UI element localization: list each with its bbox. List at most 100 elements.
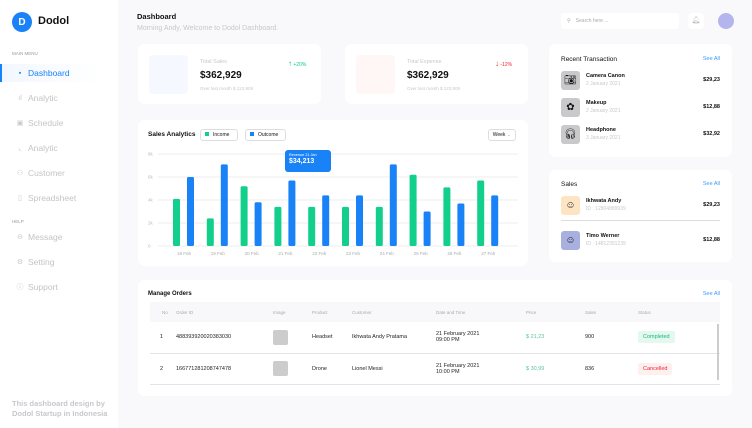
bar-income[interactable] xyxy=(206,218,214,246)
table-row[interactable]: 2 166771281208747478 Drone Lionel Messi 21 F… xyxy=(150,353,720,385)
page-title: Dashboard xyxy=(137,12,177,21)
x-tick-label: 25 Feb xyxy=(414,251,429,256)
bar-outcome[interactable] xyxy=(220,164,228,246)
legend-swatch xyxy=(205,132,209,136)
column-header: Date and Time xyxy=(436,302,526,322)
x-tick-label: 26 Feb xyxy=(447,251,462,256)
stat-sub: Over last month $ 123,909 xyxy=(407,86,461,91)
bar-outcome[interactable] xyxy=(322,195,330,246)
recent-transaction-card: Recent Transaction See All 📷︎ Camera Cano… xyxy=(549,44,732,157)
period-select[interactable]: Week ⌄ xyxy=(487,129,516,141)
gear-icon: ⚙ xyxy=(16,259,24,266)
sidebar-item-setting[interactable]: ⚙ Setting xyxy=(16,257,55,267)
sales-item[interactable]: ☺ Timo Werner ID : 14812391239 $12,88 xyxy=(561,231,720,251)
bar-income[interactable] xyxy=(443,187,451,246)
arrow-down-icon: ↓ xyxy=(495,59,499,68)
bar-chart-icon: ıl xyxy=(18,94,22,102)
column-header: Price xyxy=(526,302,585,322)
x-tick-label: 18 Feb xyxy=(177,251,192,256)
stat-icon-box xyxy=(356,55,395,94)
x-tick-label: 22 Feb xyxy=(312,251,327,256)
bell-icon[interactable]: 🔔︎ xyxy=(688,13,704,29)
chart-tooltip: Revenue 21 Jan $34,213 xyxy=(285,150,331,172)
bar-income[interactable] xyxy=(173,198,180,246)
calendar-edit-icon: ▣ xyxy=(16,120,24,127)
stat-change: ↑ +20% xyxy=(288,59,307,68)
welcome-text: Morning Andy, Welcome to Dodol Dashboard… xyxy=(137,25,279,32)
search-input[interactable]: ⚲ Search here ... xyxy=(561,13,679,29)
sidebar-item-analytic[interactable]: ⌞ Analytic xyxy=(0,139,100,157)
bar-outcome[interactable] xyxy=(457,203,465,246)
sidebar: D Dodol MAIN MENU ▪ Dashboard ıl Analytic ▣ S… xyxy=(0,0,118,428)
avatar: ☺ xyxy=(561,196,580,215)
bar-income[interactable] xyxy=(477,180,485,246)
sales-card: Sales See All ☺ Ikhwata Andy ID : 12804889… xyxy=(549,170,732,262)
stat-card-0: Total Sales $362,929 Over last month $ 1… xyxy=(138,44,321,104)
sidebar-item-message[interactable]: ⊖ Message xyxy=(17,232,63,242)
sidebar-item-analytic[interactable]: ıl Analytic xyxy=(0,89,100,107)
recent-title: Recent Transaction xyxy=(561,56,618,63)
bar-outcome[interactable] xyxy=(356,195,363,246)
scrollbar[interactable] xyxy=(717,324,719,380)
legend-income[interactable]: Income xyxy=(200,129,238,141)
stat-sub: Over last month $ 123,909 xyxy=(200,86,254,91)
stat-label: Total Sales xyxy=(200,59,227,65)
bar-outcome[interactable] xyxy=(423,211,431,247)
camera-icon: 📷︎ xyxy=(561,71,580,90)
bar-outcome[interactable] xyxy=(187,177,194,246)
legend-outcome[interactable]: Outcome xyxy=(245,129,286,141)
orders-see-all-link[interactable]: See All xyxy=(702,291,720,297)
column-header: Customer xyxy=(352,302,436,322)
column-header: Image xyxy=(273,302,312,322)
makeup-icon: ✿ xyxy=(561,98,580,117)
x-tick-label: 20 Feb xyxy=(245,251,260,256)
search-icon: ⚲ xyxy=(567,18,571,24)
legend-swatch xyxy=(250,132,254,136)
chevron-down-icon: ⌄ xyxy=(506,132,511,138)
users-icon: ⚇ xyxy=(16,170,24,177)
bar-outcome[interactable] xyxy=(389,164,397,246)
grid-icon: ▪ xyxy=(18,69,22,77)
column-header: Product xyxy=(312,302,352,322)
bar-outcome[interactable] xyxy=(254,202,262,246)
orders-table: No Order ID Image Product Customer Date and T… xyxy=(150,302,720,385)
sales-title: Sales xyxy=(561,181,578,188)
avatar[interactable] xyxy=(718,13,734,29)
sidebar-item-spreadsheet[interactable]: ▯ Spreadsheet xyxy=(0,189,100,207)
transaction-item[interactable]: 📷︎ Camera Canon 2 January 2021 $29,23 xyxy=(561,71,720,91)
message-icon: ⊖ xyxy=(17,234,23,241)
sidebar-item-customer[interactable]: ⚇ Customer xyxy=(16,168,65,178)
stat-card-1: Total Expense $362,929 Over last month $… xyxy=(345,44,528,104)
sidebar-item-schedule[interactable]: ▣ Schedule xyxy=(16,118,64,128)
y-tick-label: 2k xyxy=(148,221,154,226)
product-image xyxy=(273,361,288,376)
sidebar-item-support[interactable]: ⓘ Support xyxy=(16,282,58,292)
recent-see-all-link[interactable]: See All xyxy=(702,56,720,62)
help-label: HELP xyxy=(12,219,24,224)
bar-outcome[interactable] xyxy=(288,180,296,246)
sidebar-item-dashboard[interactable]: ▪ Dashboard xyxy=(0,64,100,82)
column-header: No xyxy=(150,302,176,322)
bar-outcome[interactable] xyxy=(491,195,499,246)
y-tick-label: 8k xyxy=(148,152,154,157)
status-badge: Completed xyxy=(638,331,675,344)
column-header: Sales xyxy=(585,302,638,322)
bar-income[interactable] xyxy=(308,206,316,246)
bar-income[interactable] xyxy=(375,206,383,246)
sales-see-all-link[interactable]: See All xyxy=(702,181,720,187)
bar-income[interactable] xyxy=(274,206,282,246)
x-tick-label: 24 Feb xyxy=(380,251,395,256)
orders-title: Manage Orders xyxy=(148,291,192,297)
manage-orders-card: Manage Orders See All No Order ID Image Pro… xyxy=(138,280,732,396)
bar-income[interactable] xyxy=(240,186,248,246)
transaction-item[interactable]: ✿ Makeup 2 January 2021 $12,88 xyxy=(561,98,720,118)
column-header: Status xyxy=(638,302,720,322)
table-row[interactable]: 1 488393920020383030 Headset Ikhwata Andy P… xyxy=(150,322,720,354)
arrow-up-icon: ↑ xyxy=(288,59,292,68)
document-icon: ▯ xyxy=(18,195,22,202)
stat-value: $362,929 xyxy=(200,70,242,81)
sales-item[interactable]: ☺ Ikhwata Andy ID : 12804889939 $29,23 xyxy=(561,196,720,216)
transaction-item[interactable]: 🎧︎ Headphone 3 January 2021 $32,92 xyxy=(561,125,720,145)
bar-income[interactable] xyxy=(409,174,417,246)
bar-income[interactable] xyxy=(342,206,349,246)
